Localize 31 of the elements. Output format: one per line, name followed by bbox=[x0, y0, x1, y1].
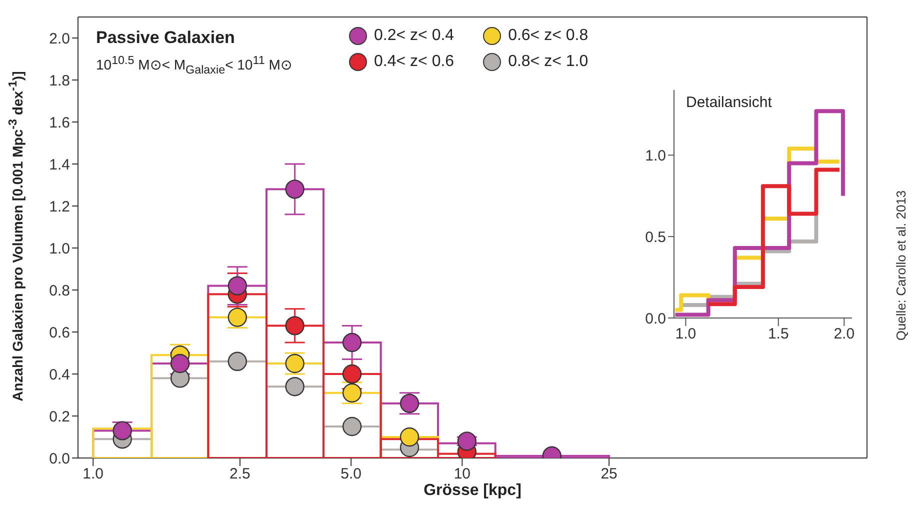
x-axis-title: Grösse [kpc] bbox=[422, 482, 522, 500]
y-tick-label: 1.0 bbox=[49, 240, 70, 258]
y-tick-label: 0.2 bbox=[49, 408, 70, 426]
y-tick-label: 1.0 bbox=[645, 147, 666, 164]
x-tick-label: 2.5 bbox=[230, 466, 250, 483]
legend-label: 0.4< z< 0.6 bbox=[374, 53, 454, 71]
text: Passive Galaxien bbox=[96, 28, 235, 48]
x-tick-label: 10 bbox=[454, 466, 471, 483]
y-tick-label: 0.0 bbox=[645, 310, 666, 328]
y-tick-label: 0.8 bbox=[49, 282, 70, 300]
x-tick-label: 5.0 bbox=[340, 466, 362, 483]
y-tick-label: 1.6 bbox=[49, 114, 70, 132]
x-tick-label: 2.0 bbox=[834, 326, 855, 343]
legend-label: 0.6< z< 0.8 bbox=[508, 27, 588, 45]
y-tick-label: 0.0 bbox=[49, 450, 70, 468]
y-tick-label: 0.6 bbox=[49, 324, 70, 342]
x-tick-label: 1.0 bbox=[675, 326, 696, 343]
y-tick-label: 2.0 bbox=[49, 30, 70, 48]
y-tick-label: 1.4 bbox=[49, 156, 70, 174]
y-tick-label: 1.8 bbox=[49, 72, 70, 90]
x-tick-label: 1.0 bbox=[82, 466, 104, 483]
x-tick-label: 1.5 bbox=[768, 326, 789, 343]
y-tick-label: 1.2 bbox=[49, 198, 70, 216]
y-tick-label: 0.5 bbox=[645, 228, 666, 246]
chart-title: Detailansicht bbox=[686, 94, 772, 111]
y-tick-label: 0.4 bbox=[49, 366, 70, 384]
x-tick-label: 25 bbox=[600, 466, 618, 483]
legend-label: 0.2< z< 0.4 bbox=[374, 27, 454, 45]
source-note: Quelle: Carollo et al. 2013 bbox=[894, 189, 908, 343]
legend-label: 0.8< z< 1.0 bbox=[508, 53, 588, 71]
text: 10$^{10.5}$ M⊙< M$_{Galaxie}$< 10$^{11}$ M⊙ bbox=[96, 54, 292, 76]
